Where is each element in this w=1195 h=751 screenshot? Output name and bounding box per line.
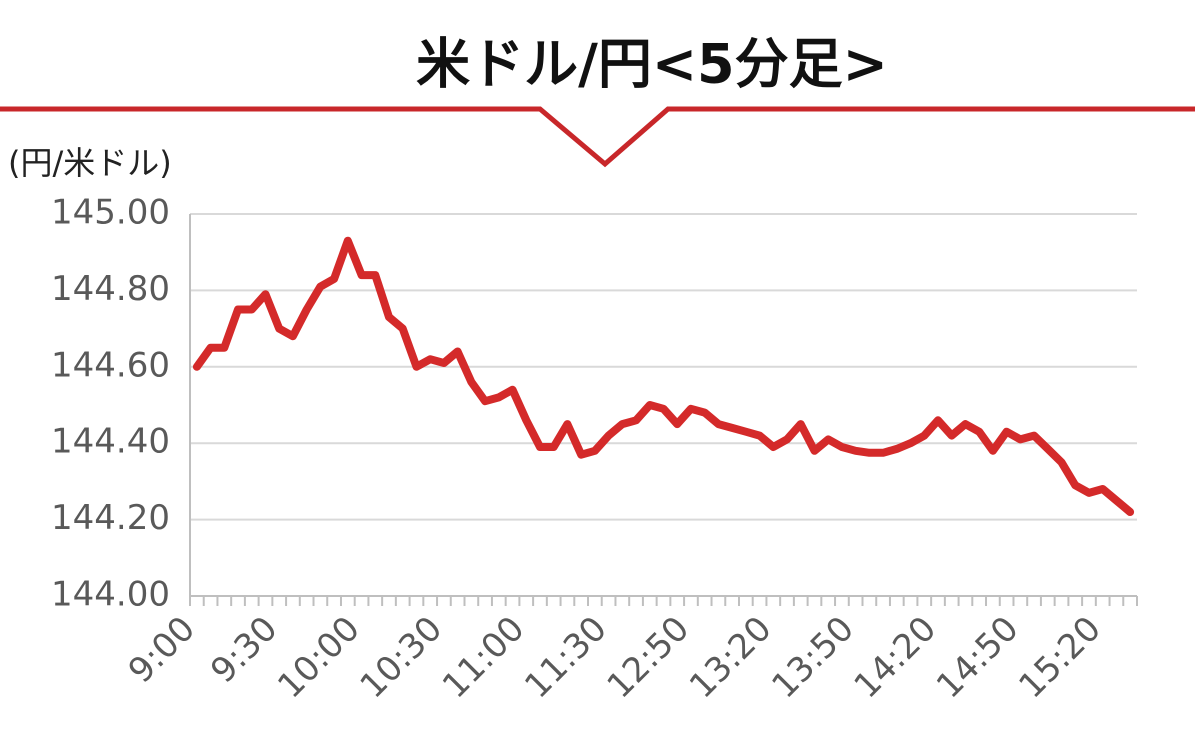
chart-title: 米ドル/円<5分足> <box>416 33 888 96</box>
y-tick-label: 145.00 <box>51 193 170 233</box>
y-axis-label: (円/米ドル) <box>8 144 172 182</box>
y-tick-label: 144.80 <box>51 269 170 309</box>
x-tick-label: 14:50 <box>929 609 1027 707</box>
x-tick-label: 15:20 <box>1011 609 1109 707</box>
x-tick-label: 10:00 <box>270 609 368 707</box>
x-tick-label: 13:50 <box>764 609 862 707</box>
price-line <box>192 236 1135 516</box>
y-tick-label: 144.00 <box>51 575 170 615</box>
x-tick-label: 9:00 <box>121 609 203 691</box>
x-tick-label: 13:20 <box>682 609 780 707</box>
y-tick-label: 144.20 <box>51 498 170 538</box>
x-tick-label: 10:30 <box>353 609 451 707</box>
title-banner-line <box>0 106 1195 168</box>
x-tick-label: 14:20 <box>847 609 945 707</box>
x-tick-label: 11:30 <box>517 609 615 707</box>
x-tick-label: 12:50 <box>600 609 698 707</box>
y-tick-label: 144.40 <box>51 422 170 462</box>
y-tick-label: 144.60 <box>51 345 170 385</box>
x-tick-label: 11:00 <box>435 609 533 707</box>
